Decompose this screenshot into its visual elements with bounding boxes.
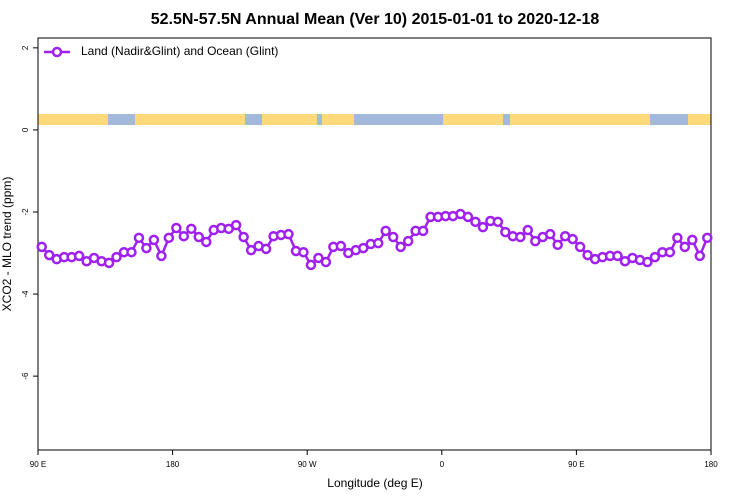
point xyxy=(687,234,698,246)
legend-marker xyxy=(51,46,63,58)
point xyxy=(171,222,182,234)
point xyxy=(43,249,55,261)
point xyxy=(186,223,197,235)
point xyxy=(387,231,399,243)
point xyxy=(694,250,706,262)
point xyxy=(477,221,489,233)
x-axis-label: Longitude (deg E) xyxy=(327,476,422,490)
x-tick-label: 180 xyxy=(704,460,718,469)
y-tick-label: 2 xyxy=(21,45,30,50)
point xyxy=(664,246,676,258)
point xyxy=(470,216,481,228)
land-ocean-strip xyxy=(38,114,711,125)
point xyxy=(178,230,190,242)
point xyxy=(402,235,414,247)
x-tick-label: 180 xyxy=(166,460,180,469)
point xyxy=(298,246,309,258)
point xyxy=(305,259,317,271)
point xyxy=(417,225,429,237)
point xyxy=(283,228,294,240)
point xyxy=(649,251,661,263)
point xyxy=(574,241,586,253)
point xyxy=(358,242,369,254)
y-tick-label: -6 xyxy=(21,372,30,380)
y-tick-label: -4 xyxy=(21,290,30,298)
point xyxy=(103,257,115,269)
point xyxy=(201,236,212,248)
point xyxy=(380,225,391,237)
y-tick-label: -2 xyxy=(21,208,30,216)
point xyxy=(530,235,541,247)
point xyxy=(672,232,683,244)
point xyxy=(148,234,160,246)
point xyxy=(462,211,474,223)
point xyxy=(522,224,534,236)
point xyxy=(163,232,175,244)
point xyxy=(126,246,137,258)
x-tick-label: 0 xyxy=(440,460,445,469)
point xyxy=(702,232,713,244)
chart-title: 52.5N-57.5N Annual Mean (Ver 10) 2015-01… xyxy=(151,11,600,28)
point xyxy=(245,244,257,256)
point xyxy=(679,241,691,253)
point xyxy=(492,216,504,228)
point xyxy=(395,241,406,253)
point xyxy=(612,250,623,262)
point xyxy=(260,243,272,255)
x-tick-label: 90 E xyxy=(568,460,584,469)
legend-label: Land (Nadir&Glint) and Ocean (Glint) xyxy=(81,44,278,58)
y-tick-label: 0 xyxy=(21,127,30,132)
point xyxy=(515,231,526,243)
point xyxy=(567,233,578,245)
x-tick-label: 90 W xyxy=(298,460,317,469)
point xyxy=(500,226,511,238)
point xyxy=(238,231,249,243)
point xyxy=(141,242,152,254)
point xyxy=(111,251,122,263)
point xyxy=(642,256,653,268)
point xyxy=(313,252,324,264)
point xyxy=(133,232,145,244)
point xyxy=(544,228,556,240)
point xyxy=(582,249,593,261)
x-tick-label: 90 E xyxy=(30,460,46,469)
point xyxy=(372,237,384,249)
point xyxy=(156,250,167,262)
point xyxy=(335,240,347,252)
y-axis-label: XCO2 - MLO trend (ppm) xyxy=(0,177,14,312)
point xyxy=(320,256,332,268)
point xyxy=(36,241,47,253)
point xyxy=(552,239,563,251)
point xyxy=(193,231,205,243)
point xyxy=(73,250,85,262)
point xyxy=(230,219,242,231)
